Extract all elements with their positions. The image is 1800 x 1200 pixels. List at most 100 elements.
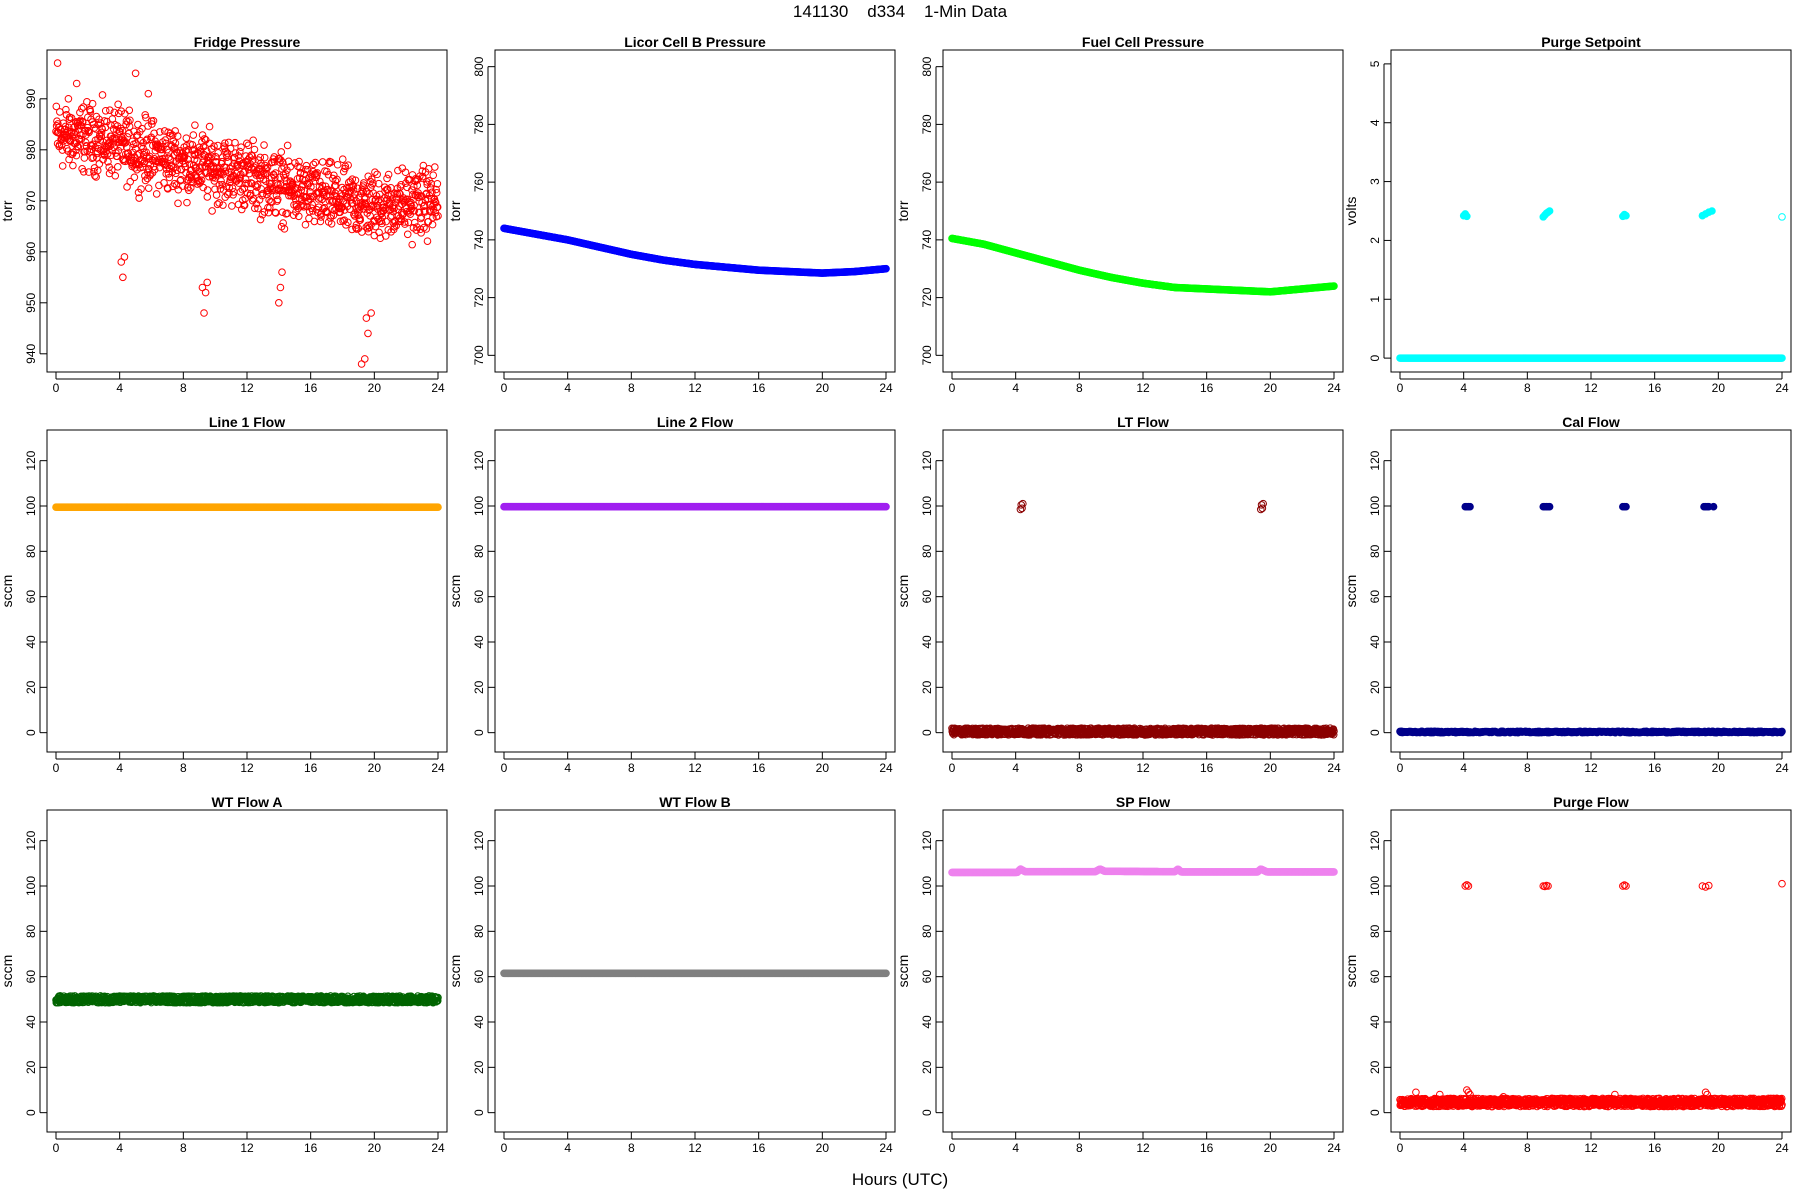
data-point (120, 155, 128, 163)
data-point (401, 220, 409, 228)
data-point (432, 185, 440, 194)
data-point (344, 161, 352, 169)
data-point (114, 163, 122, 171)
x-tick-label: 4 (116, 381, 123, 395)
data-series (948, 499, 1338, 739)
data-point (375, 190, 384, 199)
x-axis: 0 4 8 12 16 20 24 (501, 752, 893, 775)
data-point (125, 129, 133, 138)
x-tick-label: 16 (1200, 381, 1214, 395)
x-axis: 0 4 8 12 16 20 24 (501, 372, 893, 395)
data-point (434, 503, 442, 511)
data-point (384, 170, 393, 179)
data-point (88, 99, 97, 108)
data-point (378, 219, 386, 228)
x-tick-label: 8 (180, 381, 187, 395)
data-point (244, 179, 252, 188)
data-point (410, 218, 419, 227)
y-tick-label: 800 (472, 56, 486, 76)
panel-title: Licor Cell B Pressure (624, 34, 766, 50)
x-tick-label: 24 (431, 761, 445, 775)
data-point (161, 136, 170, 144)
data-point (101, 106, 110, 115)
y-tick-label: 0 (472, 729, 486, 736)
x-axis: 0 4 8 12 16 20 24 (949, 752, 1341, 775)
x-axis: 0 4 8 12 16 20 24 (53, 372, 445, 395)
data-point (61, 122, 70, 131)
data-point (426, 184, 435, 192)
data-point (207, 145, 216, 153)
data-point (421, 208, 429, 216)
data-point (126, 116, 134, 125)
data-point (409, 182, 418, 191)
y-tick-label: 20 (24, 680, 38, 694)
data-point (146, 170, 155, 178)
y-tick-label: 120 (920, 450, 934, 470)
data-point (235, 179, 243, 187)
data-point (200, 135, 209, 143)
data-point (408, 240, 416, 249)
data-point (200, 309, 208, 317)
x-tick-label: 8 (1076, 761, 1083, 775)
x-tick-label: 16 (304, 381, 318, 395)
data-point (197, 171, 206, 179)
data-point (373, 213, 381, 222)
data-point (184, 145, 193, 154)
data-point (362, 314, 371, 322)
data-point (214, 149, 222, 157)
data-point (182, 141, 191, 150)
data-point (423, 237, 432, 245)
x-tick-label: 12 (1136, 761, 1150, 775)
x-tick-label: 4 (1012, 381, 1019, 395)
y-tick-label: 40 (920, 635, 934, 649)
data-point (293, 184, 301, 193)
data-point (277, 148, 286, 156)
y-tick-label: 3 (1368, 178, 1382, 185)
data-point (333, 160, 342, 169)
x-tick-label: 20 (816, 761, 830, 775)
data-point (135, 149, 143, 158)
data-point (72, 151, 81, 160)
data-point (308, 207, 317, 215)
x-tick-label: 24 (879, 761, 893, 775)
data-point (120, 253, 129, 261)
x-tick-label: 24 (1327, 761, 1341, 775)
data-point (433, 203, 442, 211)
data-point (123, 133, 132, 141)
data-point (293, 190, 301, 198)
data-point (318, 158, 327, 166)
panel-title: Line 1 Flow (209, 414, 285, 430)
data-point (80, 154, 89, 162)
x-tick-label: 0 (1397, 381, 1404, 395)
data-point (114, 100, 122, 109)
data-point (251, 188, 260, 196)
panel-title: Purge Setpoint (1541, 34, 1641, 50)
data-point (331, 177, 340, 185)
data-point (882, 502, 890, 511)
x-tick-label: 20 (1264, 381, 1278, 395)
data-point (241, 175, 250, 184)
data-point (263, 163, 272, 172)
data-point (185, 186, 193, 195)
data-point (317, 213, 325, 221)
data-point (134, 120, 142, 129)
data-point (331, 189, 339, 197)
data-point (114, 146, 123, 155)
y-tick-label: 0 (1368, 354, 1382, 361)
data-point (78, 118, 87, 127)
y-tick-label: 60 (24, 590, 38, 604)
data-point (251, 204, 259, 213)
x-tick-label: 4 (1460, 381, 1467, 395)
y-tick-label: 760 (920, 172, 934, 192)
data-point (78, 104, 86, 113)
data-point (302, 161, 311, 170)
panel-title: LT Flow (1117, 414, 1169, 430)
data-point (256, 215, 265, 224)
data-point (87, 142, 96, 150)
data-point (311, 158, 320, 167)
data-point (160, 179, 168, 187)
panel-title: Fuel Cell Pressure (1082, 34, 1204, 50)
data-point (300, 203, 308, 211)
